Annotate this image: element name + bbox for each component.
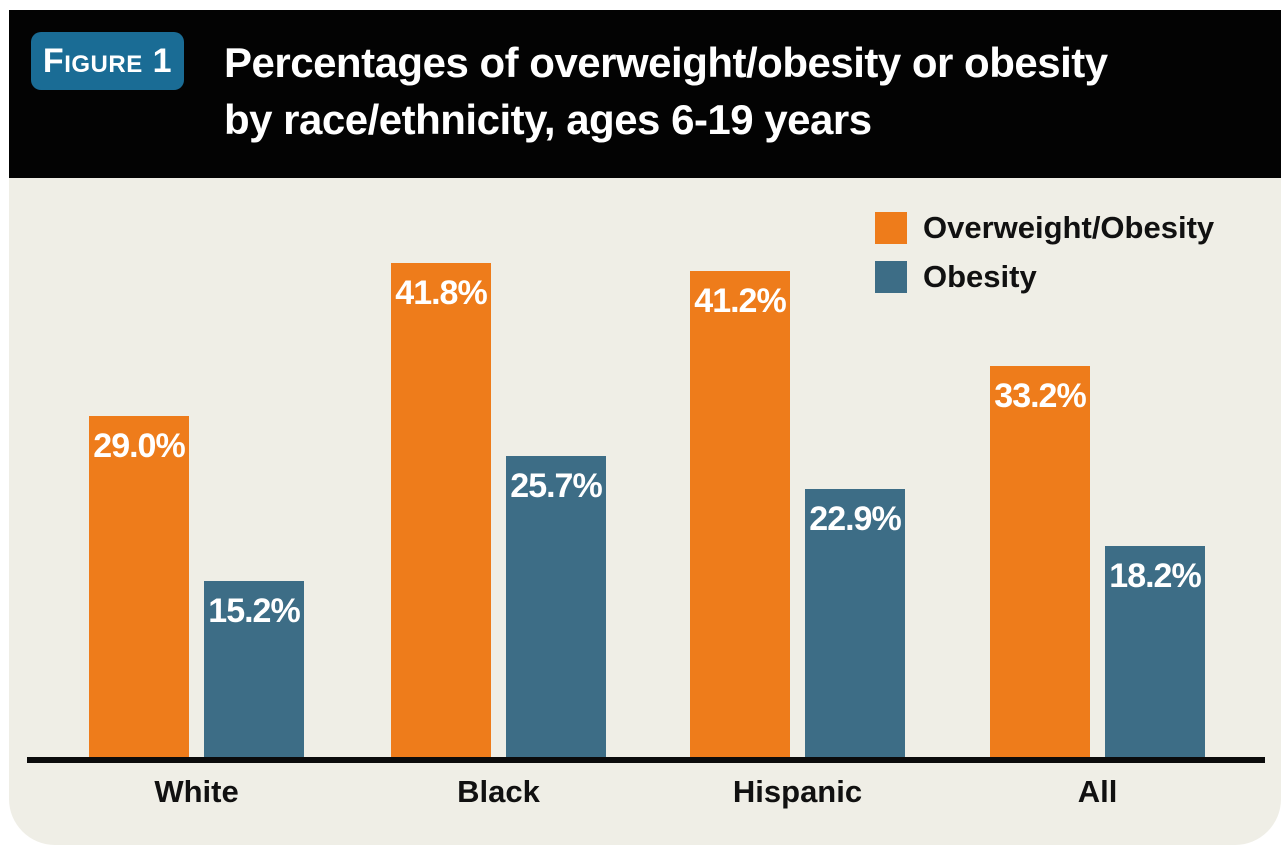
bar-obesity-all: 18.2% <box>1105 546 1205 763</box>
bar-value-label: 18.2% <box>1109 557 1201 595</box>
figure-title-line1: Percentages of overweight/obesity or obe… <box>224 39 1108 86</box>
bar-value-label: 29.0% <box>93 427 185 465</box>
legend-swatch-overweight-obesity <box>875 212 907 244</box>
bar-value-label: 25.7% <box>510 467 602 505</box>
legend-label-overweight-obesity: Overweight/Obesity <box>923 210 1215 245</box>
chart-panel: Overweight/Obesity Obesity 29.0% 15.2% 4… <box>9 178 1281 845</box>
x-axis-label-hispanic: Hispanic <box>732 774 863 809</box>
bar-value-label: 41.8% <box>395 274 487 312</box>
x-axis-line <box>27 757 1265 763</box>
legend-swatch-obesity <box>875 261 907 293</box>
bar-overweight-all: 33.2% <box>990 366 1090 763</box>
bar-value-label: 15.2% <box>208 592 300 630</box>
figure-header: Figure 1 Percentages of overweight/obesi… <box>9 10 1281 178</box>
bar-overweight-white: 29.0% <box>89 416 189 763</box>
bar-value-label: 33.2% <box>994 377 1086 415</box>
legend-item-obesity: Obesity <box>875 259 1214 295</box>
legend-label-obesity: Obesity <box>923 259 1037 294</box>
x-axis-label-black: Black <box>457 774 540 809</box>
bar-obesity-white: 15.2% <box>204 581 304 763</box>
bar-overweight-hispanic: 41.2% <box>690 271 790 763</box>
bar-obesity-black: 25.7% <box>506 456 606 763</box>
figure-container: Figure 1 Percentages of overweight/obesi… <box>9 10 1281 845</box>
x-axis-label-all: All <box>1077 774 1118 809</box>
x-axis-label-white: White <box>154 774 239 809</box>
bar-value-label: 22.9% <box>809 500 901 538</box>
bar-value-label: 41.2% <box>694 282 786 320</box>
legend-item-overweight-obesity: Overweight/Obesity <box>875 210 1214 246</box>
figure-number-label: Figure 1 <box>42 41 173 80</box>
figure-title-line2: by race/ethnicity, ages 6-19 years <box>224 96 872 143</box>
bar-group-hispanic: 41.2% 22.9% <box>690 178 905 763</box>
bar-overweight-black: 41.8% <box>391 263 491 763</box>
figure-title: Percentages of overweight/obesity or obe… <box>224 10 1108 148</box>
bar-group-black: 41.8% 25.7% <box>391 178 606 763</box>
plot-area: 29.0% 15.2% 41.8% 25.7% 41.2% 22 <box>9 178 1281 763</box>
figure-number-badge: Figure 1 <box>31 32 184 90</box>
chart-legend: Overweight/Obesity Obesity <box>875 210 1214 308</box>
bar-group-white: 29.0% 15.2% <box>89 178 304 763</box>
bar-obesity-hispanic: 22.9% <box>805 489 905 763</box>
bar-group-all: 33.2% 18.2% <box>990 178 1205 763</box>
